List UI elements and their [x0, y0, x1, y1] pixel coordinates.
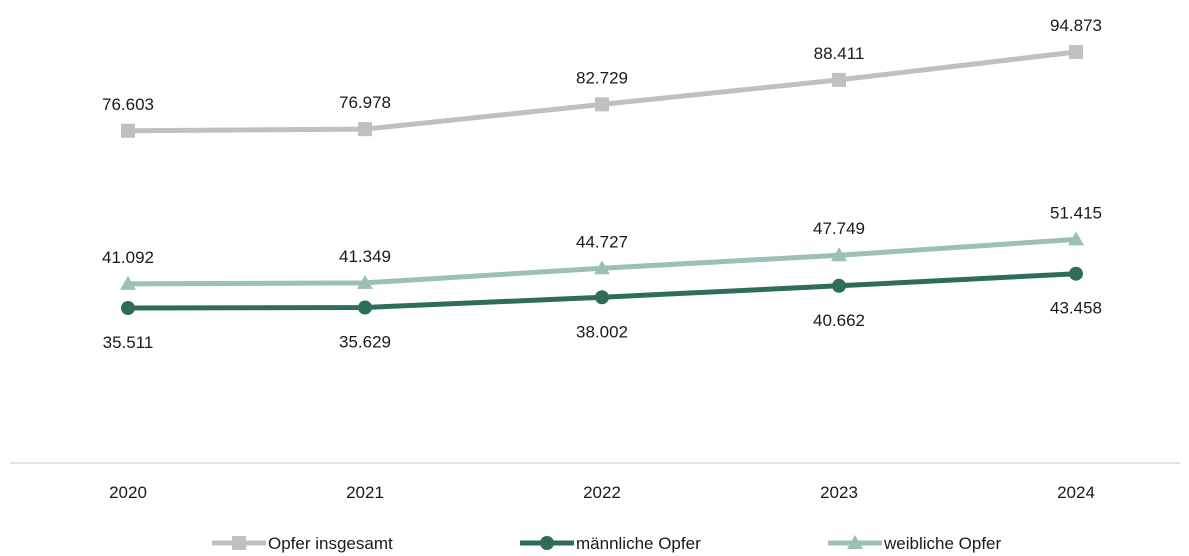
data-point-marker [1069, 266, 1083, 281]
data-label: 47.749 [813, 219, 865, 238]
series-line [127, 49, 1077, 134]
data-label: 41.349 [339, 247, 391, 266]
data-point-marker [595, 97, 609, 112]
legend-label: männliche Opfer [576, 534, 701, 553]
data-point-marker [831, 247, 847, 262]
data-point-marker [832, 278, 846, 293]
x-tick-label: 2024 [1057, 483, 1095, 502]
legend-marker [847, 535, 863, 549]
data-point-marker [832, 72, 846, 87]
data-label: 88.411 [814, 44, 865, 63]
data-label: 94.873 [1050, 16, 1102, 35]
legend: Opfer insgesamt männliche Opfer weibliche … [212, 534, 1002, 553]
data-label: 43.458 [1050, 299, 1102, 318]
data-label: 35.511 [103, 333, 154, 352]
series-1: 35.511 35.629 38.002 40.662 43.458 [103, 266, 1102, 352]
data-point-marker [595, 290, 609, 305]
data-label: 35.629 [339, 332, 391, 351]
data-point-marker [120, 275, 136, 290]
data-label: 38.002 [576, 322, 628, 341]
legend-label: Opfer insgesamt [268, 534, 393, 553]
data-point-marker [121, 301, 135, 315]
x-tick-labels: 2020 2021 2022 2023 2024 [109, 483, 1095, 502]
series-layer: 76.603 76.978 82.729 88.411 94.873 35.511 35.6… [102, 16, 1102, 352]
x-tick-label: 2022 [583, 483, 621, 502]
x-tick-label: 2020 [109, 483, 147, 502]
x-tick-label: 2021 [346, 483, 384, 502]
data-label: 51.415 [1050, 203, 1102, 222]
data-label: 40.662 [813, 311, 865, 330]
data-point-marker [121, 123, 135, 138]
data-label: 44.727 [576, 232, 628, 251]
x-tick-label: 2023 [820, 483, 858, 502]
legend-marker [540, 536, 554, 550]
data-point-marker [358, 122, 372, 137]
legend-item: Opfer insgesamt [212, 534, 393, 553]
series-0: 76.603 76.978 82.729 88.411 94.873 [102, 16, 1102, 138]
data-label: 76.978 [339, 93, 391, 112]
data-label: 82.729 [576, 68, 628, 87]
data-point-marker [594, 260, 610, 275]
series-2: 41.092 41.349 44.727 47.749 51.415 [102, 203, 1102, 290]
data-point-marker [357, 274, 373, 289]
legend-marker [232, 536, 246, 550]
data-label: 41.092 [102, 248, 154, 267]
legend-label: weibliche Opfer [883, 534, 1002, 553]
data-label: 76.603 [102, 95, 154, 114]
data-point-marker [1068, 231, 1084, 246]
legend-item: männliche Opfer [520, 534, 701, 553]
data-point-marker [1069, 45, 1083, 59]
legend-item: weibliche Opfer [828, 534, 1002, 553]
data-point-marker [358, 300, 372, 315]
